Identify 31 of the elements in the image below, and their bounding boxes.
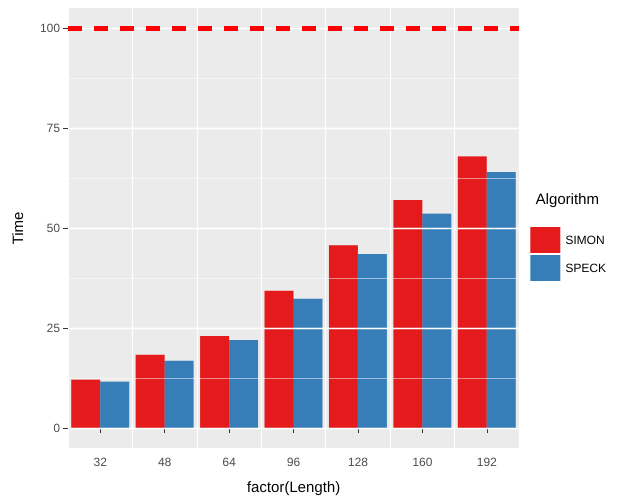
y-tick-label: 100 xyxy=(40,21,60,35)
bar xyxy=(328,245,358,428)
y-tick-label: 25 xyxy=(46,321,60,335)
bar xyxy=(200,336,230,428)
bar xyxy=(486,172,516,428)
x-tick-label: 32 xyxy=(94,455,108,469)
legend-label: SIMON xyxy=(565,233,605,247)
x-axis-title: factor(Length) xyxy=(246,479,340,496)
y-tick-label: 0 xyxy=(53,421,60,435)
legend-title: Algorithm xyxy=(536,191,600,208)
bar xyxy=(136,354,165,428)
y-tick-label: 50 xyxy=(46,221,60,235)
bar xyxy=(164,360,194,428)
bar xyxy=(229,340,258,428)
bar xyxy=(264,290,294,428)
x-tick-label: 160 xyxy=(412,455,433,469)
x-tick-label: 48 xyxy=(158,455,172,469)
legend-label: SPECK xyxy=(565,261,606,275)
x-tick-label: 192 xyxy=(476,455,498,469)
bar xyxy=(393,200,422,428)
x-tick-label: 128 xyxy=(348,455,368,469)
x-tick-label: 96 xyxy=(286,455,300,469)
bar xyxy=(358,254,387,428)
y-tick-label: 75 xyxy=(46,121,60,135)
x-tick-label: 64 xyxy=(222,455,236,469)
bar xyxy=(422,214,452,428)
y-axis-title: Time xyxy=(10,212,27,244)
bar xyxy=(71,380,100,428)
bar xyxy=(458,156,487,428)
bar xyxy=(294,298,322,428)
bar xyxy=(100,382,130,428)
